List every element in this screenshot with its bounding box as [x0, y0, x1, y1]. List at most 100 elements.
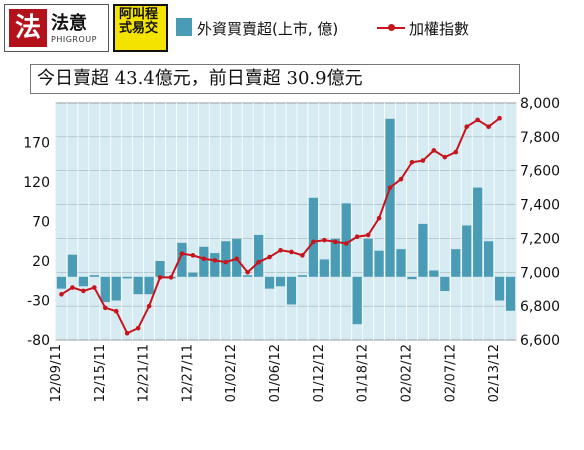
legend-line-marker [388, 24, 395, 31]
bar [155, 261, 165, 277]
bar [451, 249, 461, 277]
legend-line-label: 加權指數 [409, 20, 470, 38]
index-point [497, 115, 502, 121]
bar [462, 225, 472, 277]
index-point [289, 249, 294, 255]
x-tick-label: 02/07/12 [443, 344, 458, 402]
bar [308, 197, 318, 277]
index-point [256, 259, 261, 265]
index-point [157, 275, 163, 280]
index-point [398, 176, 404, 182]
bar [199, 246, 209, 277]
index-point [245, 269, 250, 275]
index-point [431, 148, 437, 153]
y-tick-label: 120 [23, 175, 50, 191]
bar [286, 276, 297, 305]
bar [363, 238, 373, 277]
bar [418, 223, 428, 277]
y2-tick-label: 7,000 [520, 265, 560, 281]
index-point [376, 215, 382, 221]
y2-tick-label: 6,600 [520, 333, 560, 349]
bar [144, 276, 154, 295]
bar [440, 276, 450, 292]
firm-logo-name: 法意 [51, 13, 87, 34]
bar [385, 118, 395, 277]
index-point [168, 275, 174, 280]
bar [341, 203, 351, 277]
bar [429, 270, 439, 277]
bar [67, 254, 78, 277]
bar [210, 253, 220, 277]
x-tick-label: 01/02/12 [224, 344, 239, 402]
x-tick-label: 12/15/11 [93, 344, 108, 402]
headline: 今日賣超 43.4億元，前日賣超 30.9億元 [30, 64, 520, 94]
index-point [234, 256, 240, 262]
index-point [70, 285, 75, 290]
bar [122, 276, 132, 279]
index-point [146, 303, 152, 309]
index-point [102, 305, 108, 311]
index-point [113, 308, 119, 314]
y-tick-label: 20 [32, 254, 50, 270]
y-tick-label: 70 [32, 215, 50, 231]
x-tick-label: 02/13/12 [487, 344, 502, 402]
x-tick-label: 12/27/11 [180, 344, 195, 402]
bar [78, 276, 88, 287]
x-tick-label: 01/12/12 [312, 344, 327, 402]
index-point [124, 330, 130, 336]
bar [374, 250, 384, 277]
index-point [322, 237, 327, 243]
index-point [223, 259, 229, 265]
bar [275, 276, 286, 287]
bar [484, 241, 494, 277]
index-point [300, 253, 305, 258]
bar [243, 275, 253, 277]
x-tick-label: 02/02/12 [399, 344, 414, 402]
bar [254, 234, 264, 277]
index-point [190, 253, 196, 258]
program-logo: 阿叫程式易交 [113, 4, 168, 52]
index-point [365, 232, 371, 238]
x-tick-label: 12/09/11 [49, 344, 64, 402]
index-point [453, 149, 459, 155]
bar [396, 249, 406, 277]
index-point [409, 159, 415, 165]
bar [319, 259, 329, 277]
bar [352, 276, 362, 325]
bar [330, 238, 340, 277]
index-point [464, 124, 470, 129]
bar [56, 276, 67, 289]
bar [111, 276, 121, 301]
index-point [343, 241, 349, 246]
index-point [179, 251, 185, 256]
firm-logo-mark: 法 [9, 9, 47, 47]
legend-bar-swatch [176, 18, 192, 36]
index-point [332, 239, 338, 245]
index-point [486, 124, 491, 129]
firm-logo-english: PHIGROUP [51, 35, 97, 44]
index-point [442, 154, 448, 160]
bar [264, 276, 275, 289]
bar [505, 276, 516, 311]
index-point [267, 254, 272, 260]
program-logo-text: 阿叫程式易交 [119, 7, 159, 36]
bar [407, 276, 417, 280]
bar [89, 275, 99, 277]
bar [100, 276, 110, 303]
bar [221, 241, 231, 277]
y2-tick-label: 7,200 [520, 231, 560, 247]
bar [473, 187, 483, 277]
y2-tick-label: 6,800 [520, 299, 560, 315]
index-point [92, 285, 97, 290]
firm-logo: 法 法意 PHIGROUP [4, 4, 109, 52]
index-point [311, 239, 316, 245]
index-point [59, 291, 64, 297]
bar [177, 242, 187, 277]
index-point [81, 288, 86, 294]
index-point [354, 234, 360, 240]
bar [297, 275, 308, 277]
index-point [387, 185, 393, 190]
y2-tick-label: 7,600 [520, 164, 560, 180]
index-point [278, 247, 283, 253]
